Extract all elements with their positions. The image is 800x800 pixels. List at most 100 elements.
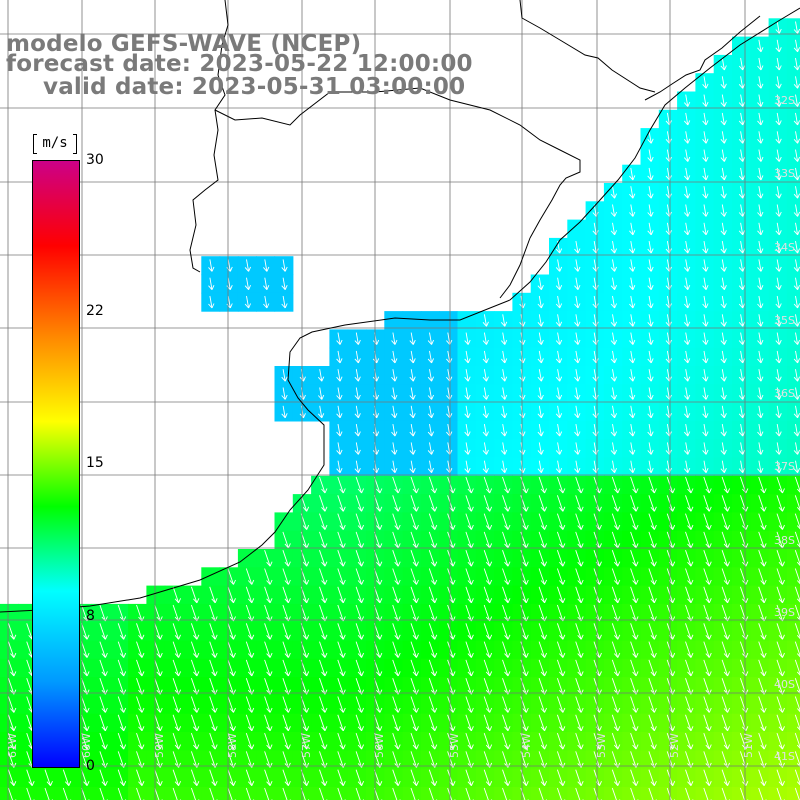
field-cell <box>732 658 751 678</box>
wind-arrow <box>537 442 544 455</box>
field-cell <box>91 750 111 770</box>
field-cell <box>750 475 770 495</box>
field-cell <box>713 786 733 800</box>
field-cell <box>750 585 770 605</box>
wind-arrow <box>190 623 200 640</box>
field-cell <box>732 786 751 800</box>
field-cell <box>237 750 257 770</box>
field-cell <box>0 640 19 660</box>
field-cell <box>91 658 111 678</box>
wind-arrow <box>758 568 767 585</box>
field-cell <box>274 549 294 568</box>
field-cell <box>640 622 660 642</box>
field-cell <box>219 585 239 605</box>
wind-arrow <box>482 332 489 345</box>
field-cell <box>128 658 147 678</box>
wind-arrow <box>648 531 657 549</box>
field-cell <box>420 677 440 696</box>
wind-arrow <box>611 495 621 512</box>
wind-arrow <box>793 241 800 254</box>
wind-arrow <box>702 314 709 327</box>
field-cell <box>219 677 239 696</box>
wind-arrow <box>337 476 346 494</box>
colorbar-tick: 15 <box>86 455 104 471</box>
wind-arrow <box>775 131 782 144</box>
field-cell <box>677 475 696 495</box>
field-cell <box>658 530 678 550</box>
wind-arrow <box>775 424 782 437</box>
wind-arrow <box>683 149 691 162</box>
field-cell <box>256 603 276 623</box>
field-cell <box>475 622 495 642</box>
wind-arrow <box>757 76 764 89</box>
wind-arrow <box>427 442 435 455</box>
field-cell <box>750 732 770 751</box>
field-cell <box>201 768 221 788</box>
wind-arrow <box>685 550 694 567</box>
field-cell <box>347 677 367 696</box>
field-cell <box>18 786 38 800</box>
wind-arrow <box>757 149 764 162</box>
field-cell <box>457 640 477 660</box>
wind-arrow <box>538 513 548 530</box>
field-cell <box>402 512 422 532</box>
wind-arrow <box>647 332 654 345</box>
wind-arrow <box>757 424 764 437</box>
field-cell <box>439 640 459 660</box>
wind-arrow <box>647 424 654 437</box>
field-cell <box>732 713 751 733</box>
wind-arrow <box>775 405 782 419</box>
wind-arrow <box>629 424 636 437</box>
field-cell <box>750 695 770 715</box>
field-cell <box>164 713 184 733</box>
field-cell <box>164 603 184 623</box>
field-cell <box>329 732 349 751</box>
field-cell <box>256 567 276 587</box>
field-cell <box>347 549 367 568</box>
field-cell <box>494 512 513 532</box>
field-cell <box>677 750 696 770</box>
field-cell <box>384 603 404 623</box>
field-cell <box>439 622 459 642</box>
wind-arrow <box>702 424 709 437</box>
wind-arrow <box>555 387 563 400</box>
wind-arrow <box>629 314 636 327</box>
field-cell <box>0 622 19 642</box>
wind-arrow <box>502 550 511 567</box>
field-cell <box>347 640 367 660</box>
field-cell <box>768 512 788 532</box>
field-cell <box>530 658 550 678</box>
wind-arrow <box>465 476 474 494</box>
wind-arrow <box>428 568 438 585</box>
wind-arrow <box>337 623 346 640</box>
field-cell <box>567 640 587 660</box>
wind-arrow <box>720 442 727 455</box>
field-cell <box>329 622 349 642</box>
wind-arrow <box>758 550 767 567</box>
field-cell <box>640 567 660 587</box>
field-cell <box>457 658 477 678</box>
field-cell <box>164 658 184 678</box>
field-cell <box>384 549 404 568</box>
field-cell <box>640 512 660 532</box>
wind-arrow <box>775 186 782 199</box>
wind-arrow <box>502 476 511 494</box>
field-cell <box>402 768 422 788</box>
wind-arrow <box>409 350 416 364</box>
wind-arrow <box>629 369 636 382</box>
wind-arrow <box>264 586 273 604</box>
wind-arrow <box>757 204 764 217</box>
wind-arrow <box>647 442 654 455</box>
wind-arrow <box>647 167 654 181</box>
field-cell <box>384 713 404 733</box>
field-cell <box>530 475 550 495</box>
wind-arrow <box>483 513 493 530</box>
field-cell <box>713 512 733 532</box>
field-cell <box>439 567 459 587</box>
field-cell <box>347 567 367 587</box>
wind-arrow <box>555 405 563 419</box>
wind-arrow <box>500 350 508 364</box>
wind-arrow <box>648 513 657 530</box>
wind-arrow <box>574 241 581 254</box>
field-cell <box>475 695 495 715</box>
